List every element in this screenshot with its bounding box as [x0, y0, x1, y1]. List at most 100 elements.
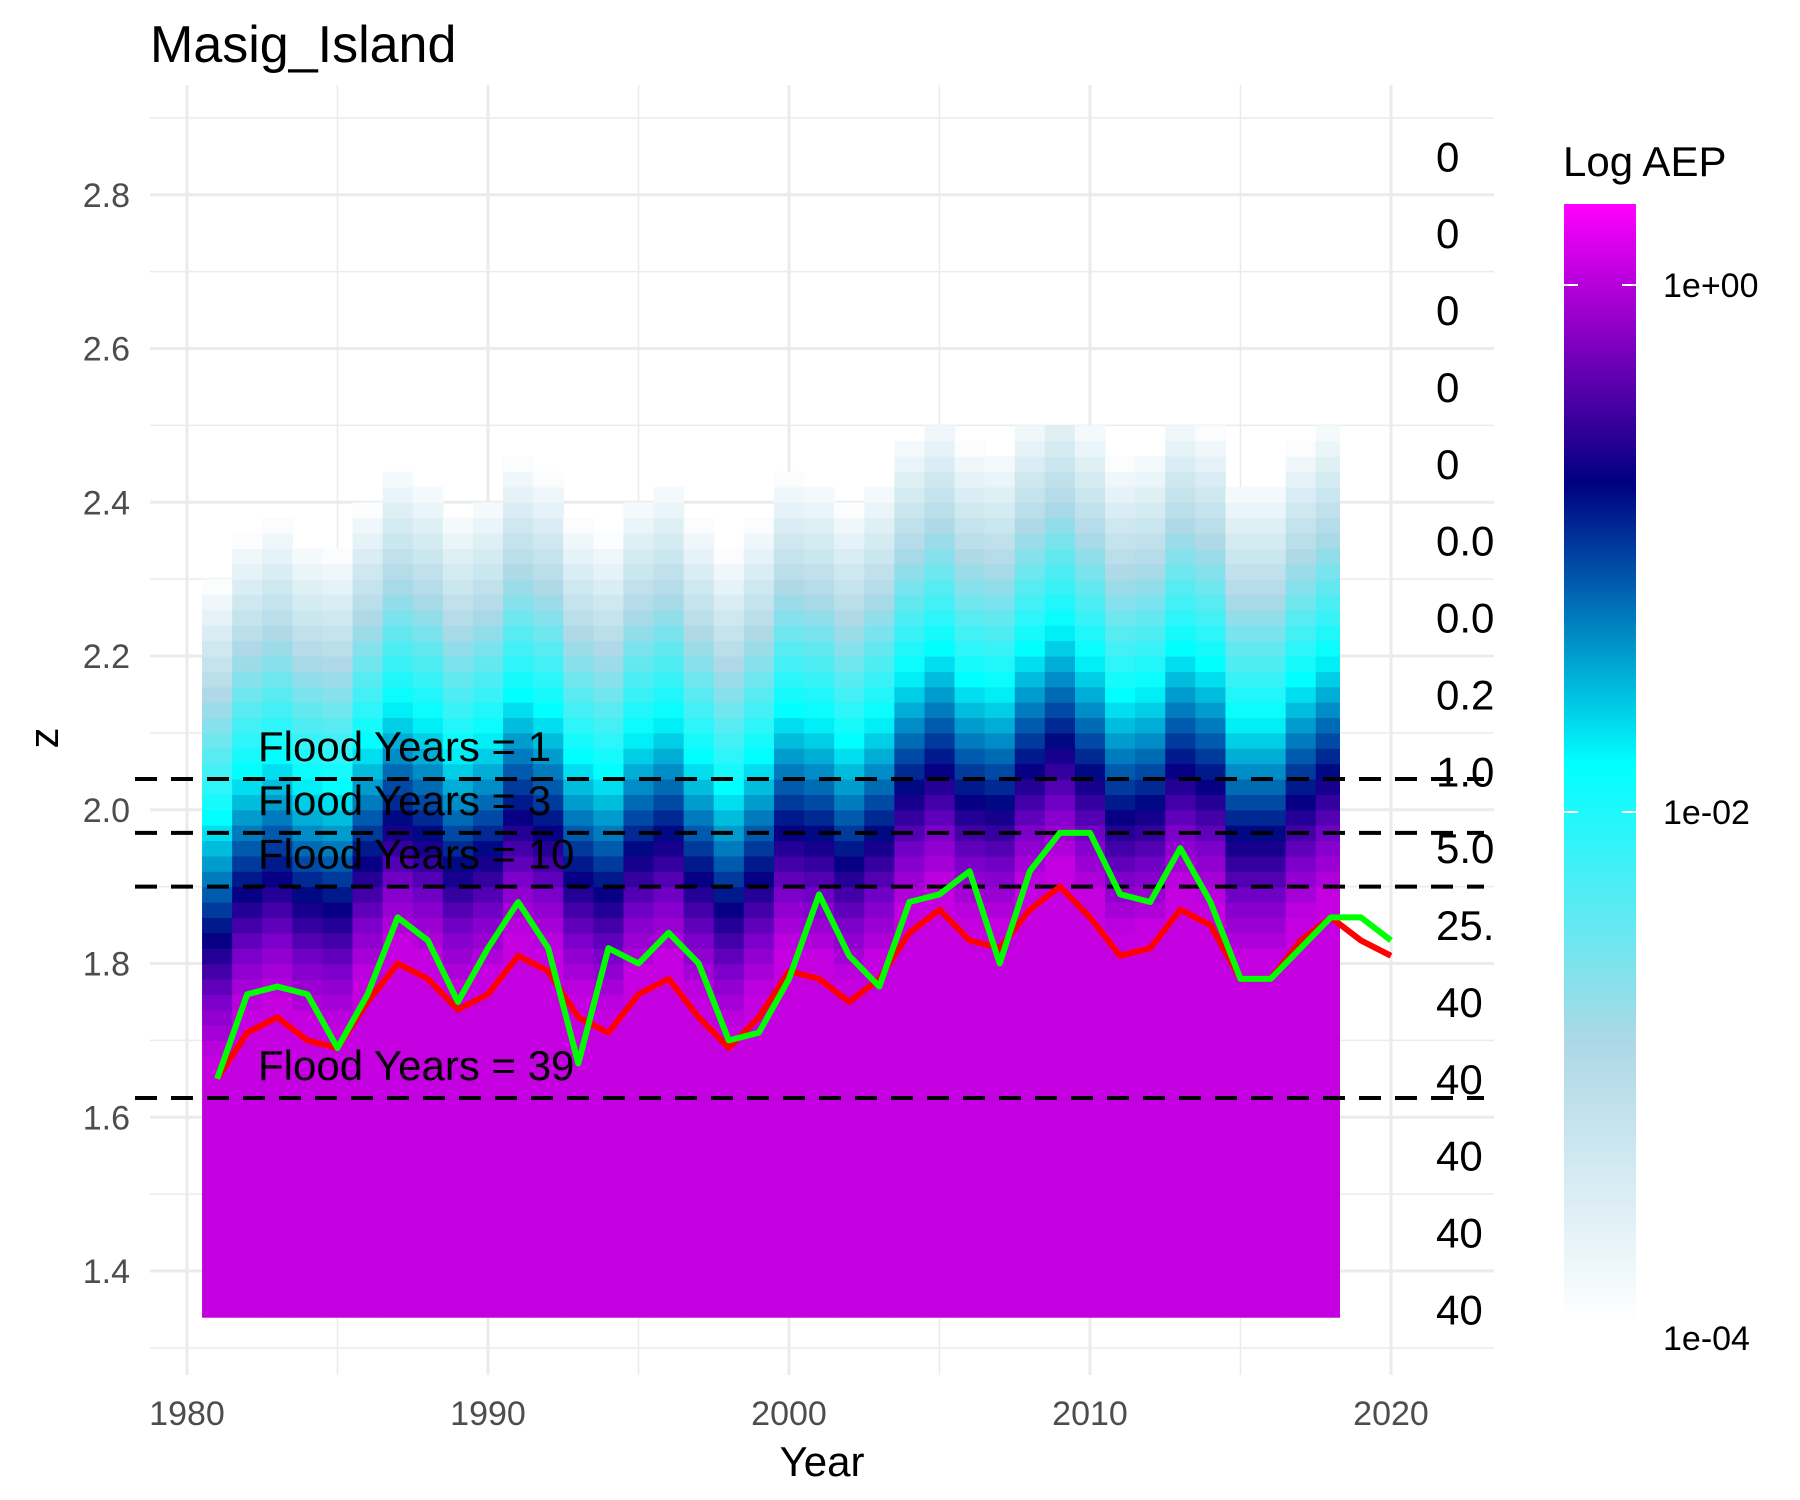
- heatmap-cell: [743, 1224, 775, 1241]
- heatmap-cell: [262, 533, 293, 549]
- heatmap-cell: [1044, 1209, 1076, 1226]
- heatmap-cell: [503, 840, 534, 857]
- heatmap-cell: [533, 1071, 564, 1088]
- heatmap-cell: [232, 1255, 263, 1272]
- heatmap-cell: [683, 533, 715, 549]
- heatmap-cell: [1044, 779, 1076, 795]
- heatmap-cell: [1255, 809, 1287, 826]
- heatmap-cell: [683, 871, 715, 888]
- heatmap-cell: [653, 871, 685, 888]
- heatmap-cell: [1014, 1040, 1046, 1057]
- heatmap-cell: [1074, 1086, 1106, 1103]
- heatmap-cell: [1285, 563, 1317, 580]
- heatmap-cell: [954, 902, 986, 918]
- heatmap-cell: [713, 1148, 745, 1164]
- heatmap-cell: [472, 1178, 504, 1195]
- heatmap-cell: [472, 548, 504, 565]
- heatmap-cell: [412, 1071, 444, 1088]
- heatmap-cell: [412, 1209, 444, 1226]
- heatmap-cell: [1285, 902, 1317, 918]
- right-label: 0: [1436, 133, 1459, 180]
- heatmap-cell: [954, 1132, 986, 1149]
- heatmap-cell: [924, 548, 956, 565]
- heatmap-cell: [924, 994, 956, 1011]
- heatmap-cell: [232, 1209, 263, 1226]
- heatmap-cell: [503, 825, 534, 842]
- heatmap-cell: [202, 1178, 233, 1195]
- heatmap-cell: [804, 686, 835, 703]
- heatmap-cell: [713, 1101, 745, 1118]
- heatmap-cell: [412, 855, 444, 872]
- heatmap-cell: [1014, 994, 1046, 1011]
- heatmap-cell: [533, 533, 564, 549]
- heatmap-cell: [713, 1240, 745, 1257]
- heatmap-cell: [1285, 702, 1317, 719]
- heatmap-cell: [1255, 1148, 1287, 1164]
- heatmap-cell: [984, 517, 1016, 534]
- heatmap-cell: [472, 594, 504, 611]
- heatmap-cell: [713, 1178, 745, 1195]
- heatmap-cell: [924, 579, 956, 596]
- heatmap-cell: [1315, 563, 1340, 580]
- heatmap-cell: [232, 1071, 263, 1088]
- heatmap-cell: [232, 1178, 263, 1195]
- heatmap-cell: [924, 533, 956, 549]
- heatmap-cell: [623, 686, 655, 703]
- heatmap-cell: [864, 932, 895, 949]
- heatmap-cell: [984, 533, 1016, 549]
- heatmap-cell: [984, 625, 1016, 642]
- heatmap-cell: [1105, 994, 1136, 1011]
- heatmap-cell: [1255, 932, 1287, 949]
- heatmap-cell: [412, 1255, 444, 1272]
- heatmap-cell: [954, 779, 986, 795]
- heatmap-cell: [743, 1132, 775, 1149]
- heatmap-cell: [683, 1240, 715, 1257]
- heatmap-cell: [1225, 855, 1257, 872]
- heatmap-cell: [232, 886, 263, 903]
- heatmap-cell: [743, 978, 775, 995]
- heatmap-cell: [1105, 763, 1136, 780]
- heatmap-cell: [232, 1271, 263, 1287]
- heatmap-cell: [292, 1286, 324, 1303]
- heatmap-cell: [954, 994, 986, 1011]
- heatmap-cell: [1135, 917, 1166, 934]
- heatmap-cell: [1074, 1194, 1106, 1211]
- heatmap-cell: [1346, 1225, 1377, 1241]
- heatmap-cell: [382, 871, 414, 888]
- heatmap-cell: [352, 932, 384, 949]
- heatmap-cell: [232, 656, 263, 672]
- heatmap-cell: [382, 625, 414, 642]
- heatmap-cell: [563, 717, 594, 734]
- heatmap-cell: [984, 656, 1016, 672]
- heatmap-cell: [1074, 1224, 1106, 1241]
- heatmap-cell: [984, 1209, 1016, 1226]
- heatmap-cell: [1135, 902, 1166, 918]
- heatmap-cell: [834, 625, 865, 642]
- heatmap-cell: [1255, 486, 1287, 503]
- heatmap-cell: [1225, 840, 1257, 857]
- heatmap-cell: [1074, 1209, 1106, 1226]
- heatmap-cell: [1105, 732, 1136, 749]
- heatmap-cell: [713, 625, 745, 642]
- heatmap-cell: [322, 702, 354, 719]
- heatmap-cell: [773, 1178, 805, 1195]
- heatmap-cell: [1135, 1301, 1166, 1318]
- heatmap-cell: [1135, 1163, 1166, 1180]
- heatmap-cell: [563, 579, 594, 596]
- heatmap-cell: [1044, 1194, 1076, 1211]
- heatmap-cell: [202, 1224, 233, 1241]
- heatmap-cell: [1195, 594, 1227, 611]
- heatmap-cell: [412, 1178, 444, 1195]
- heatmap-cell: [1105, 779, 1136, 795]
- heatmap-cell: [442, 1101, 474, 1118]
- heatmap-cell: [743, 902, 775, 918]
- heatmap-cell: [382, 671, 414, 688]
- heatmap-cell: [864, 486, 895, 503]
- heatmap-cell: [412, 902, 444, 918]
- heatmap-cell: [322, 779, 354, 795]
- heatmap-cell: [533, 594, 564, 611]
- heatmap-cell: [1165, 1025, 1196, 1041]
- heatmap-cell: [232, 1101, 263, 1118]
- heatmap-cell: [743, 533, 775, 549]
- heatmap-cell: [533, 717, 564, 734]
